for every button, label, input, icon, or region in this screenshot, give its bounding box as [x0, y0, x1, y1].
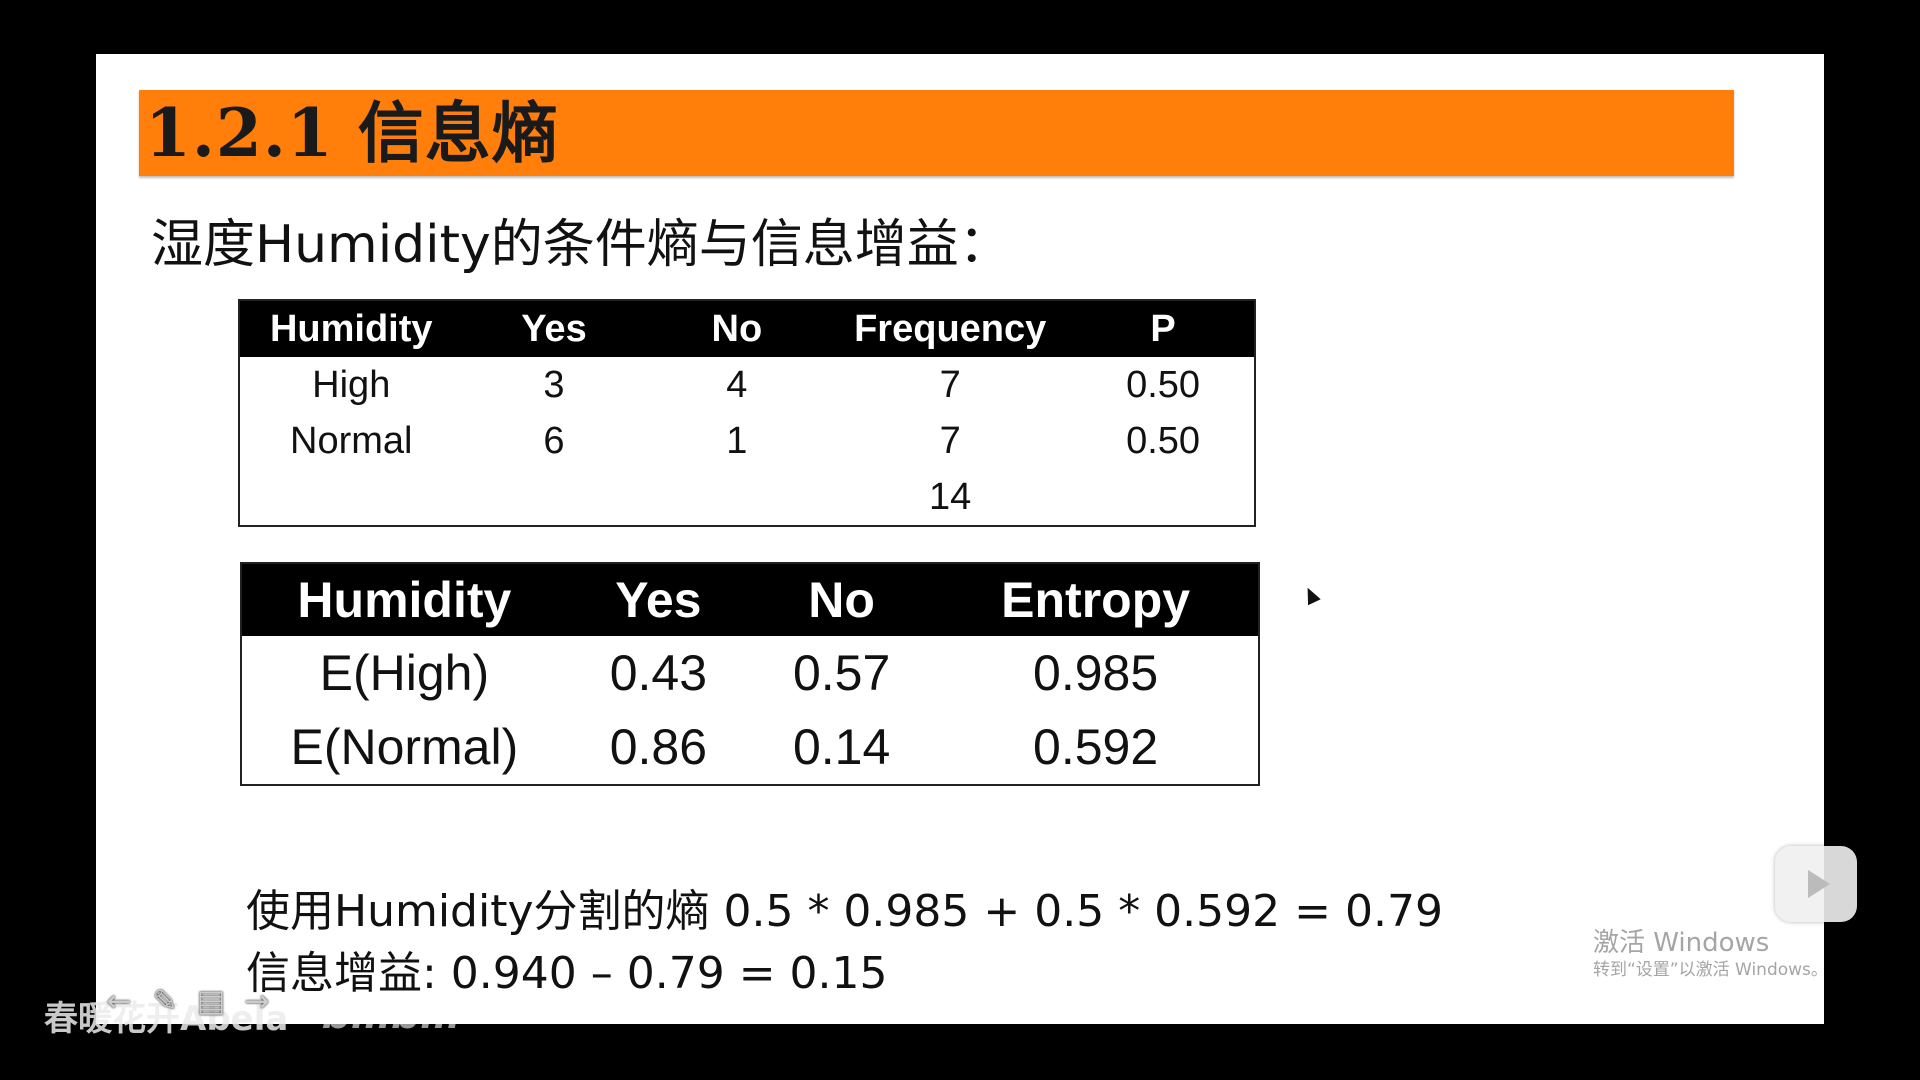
- table-header-row: Humidity Yes No Entropy: [241, 563, 1259, 636]
- table-cell: [1072, 469, 1255, 526]
- table-cell: 14: [929, 475, 972, 518]
- table-cell: 1: [726, 419, 748, 462]
- arrow-left-icon[interactable]: ←: [106, 984, 132, 1019]
- table-cell: 7: [939, 363, 961, 406]
- table-header-cell: Humidity: [241, 563, 567, 636]
- table-row: High 3 4 7 0.50: [239, 357, 1255, 413]
- table-row: E(High) 0.43 0.57 0.985: [241, 636, 1259, 710]
- table-cell: Normal: [290, 419, 413, 462]
- table-cell: High: [312, 363, 391, 406]
- presentation-toolbar: ← ✎ ▤ →: [102, 985, 274, 1019]
- table-row: Normal 6 1 7 0.50: [239, 413, 1255, 469]
- activate-windows-watermark: 激活 Windows: [1593, 928, 1770, 958]
- table-cell: E(High): [319, 645, 490, 701]
- table-header-cell: Yes: [462, 300, 646, 357]
- split-entropy-formula: 使用Humidity分割的熵 0.5 * 0.985 + 0.5 * 0.592…: [246, 886, 1443, 937]
- uploader-name: 春暖花开Abela: [44, 999, 289, 1039]
- table-cell: 0.592: [1033, 719, 1159, 775]
- table-cell: 0.86: [609, 719, 708, 775]
- table-header-cell: Frequency: [828, 300, 1073, 357]
- slide-icon[interactable]: ▤: [196, 984, 226, 1019]
- title-bar: 1.2.1 信息熵: [139, 90, 1734, 176]
- table-row: E(Normal) 0.86 0.14 0.592: [241, 710, 1259, 785]
- arrow-right-icon[interactable]: →: [244, 984, 270, 1019]
- table-cell: 0.43: [609, 645, 708, 701]
- table-header-cell: No: [645, 300, 829, 357]
- table-cell: 0.57: [792, 645, 891, 701]
- table-header-cell: Yes: [566, 563, 750, 636]
- entropy-table: Humidity Yes No Entropy E(High) 0.43 0.5…: [240, 562, 1260, 786]
- table-cell: 0.50: [1126, 363, 1201, 406]
- table-cell: 4: [726, 363, 748, 406]
- slide-title: 1.2.1 信息熵: [145, 94, 559, 172]
- mouse-cursor-icon: [1301, 584, 1321, 606]
- table-header-row: Humidity Yes No Frequency P: [239, 300, 1255, 357]
- table-row: 14: [239, 469, 1255, 526]
- table-cell: [239, 469, 463, 526]
- table-cell: E(Normal): [290, 719, 519, 775]
- table-header-cell: Entropy: [933, 563, 1259, 636]
- table-cell: 3: [543, 363, 565, 406]
- pen-icon[interactable]: ✎: [152, 984, 178, 1019]
- table-cell: [645, 469, 828, 526]
- presentation-slide: 1.2.1 信息熵 湿度Humidity的条件熵与信息增益： Humidity …: [96, 54, 1824, 1024]
- slide-subtitle: 湿度Humidity的条件熵与信息增益：: [151, 215, 1011, 275]
- bilibili-logo: bilibili: [322, 986, 461, 1039]
- table-header-cell: P: [1072, 300, 1255, 357]
- frequency-table: Humidity Yes No Frequency P High 3 4 7 0…: [238, 299, 1256, 527]
- information-gain-formula: 信息增益: 0.940 – 0.79 = 0.15: [246, 948, 888, 999]
- table-cell: 0.985: [1033, 645, 1159, 701]
- table-header-cell: Humidity: [239, 300, 463, 357]
- activate-windows-subtext: 转到“设置”以激活 Windows。: [1593, 960, 1828, 980]
- table-header-cell: No: [749, 563, 934, 636]
- table-cell: 0.50: [1126, 419, 1201, 462]
- table-cell: 6: [543, 419, 565, 462]
- table-cell: [463, 469, 646, 526]
- table-cell: 0.14: [792, 719, 891, 775]
- table-cell: 7: [939, 419, 961, 462]
- play-button-icon[interactable]: [1775, 846, 1857, 922]
